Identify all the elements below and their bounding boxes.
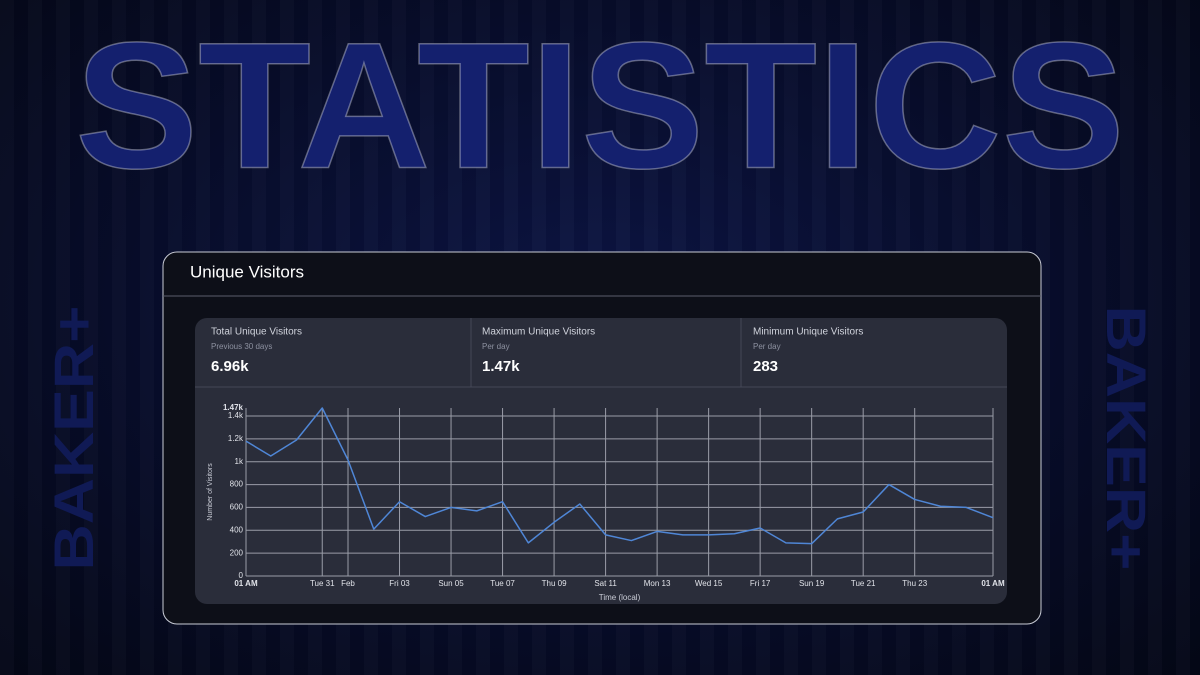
stat-label: Minimum Unique Visitors (753, 327, 863, 338)
data-line (245, 407, 994, 545)
x-tick-label: Sat 11 (594, 579, 617, 588)
x-tick-label: Mon 13 (644, 579, 671, 588)
y-tick-label: 0 (239, 571, 244, 580)
stat-value: 6.96k (211, 358, 249, 375)
x-tick-label: Wed 15 (695, 579, 723, 588)
x-tick-label: Thu 23 (902, 579, 927, 588)
y-tick-label: 1.4k (228, 411, 244, 420)
x-tick-label: Tue 07 (490, 579, 515, 588)
y-tick-label: 1k (235, 457, 244, 466)
stat-label: Maximum Unique Visitors (482, 327, 595, 338)
x-tick-label: Tue 31 (310, 579, 335, 588)
x-tick-label: Feb (341, 579, 355, 588)
stat-value: 283 (753, 358, 778, 375)
stat-sublabel: Per day (482, 342, 510, 351)
card-title: Unique Visitors (190, 262, 304, 281)
x-tick-label: Sun 19 (799, 579, 825, 588)
big-title: STATISTICS (75, 6, 1125, 207)
brand-left: BAKER+ (42, 306, 105, 571)
y-tick-label: 200 (230, 548, 244, 557)
y-tick-label: 800 (230, 480, 244, 489)
x-tick-label: 01 AM (981, 579, 1005, 588)
stat-sublabel: Previous 30 days (211, 342, 272, 351)
x-tick-label: Fri 17 (750, 579, 771, 588)
y-tick-label: 1.47k (223, 403, 244, 412)
chart: 0 200 400 600 800 1k 1.2k 1.4k1.47k 01 AM Tue 31 F… (207, 403, 1005, 602)
brand-right: BAKER+ (1095, 306, 1158, 571)
x-tick-label: Thu 09 (542, 579, 567, 588)
y-tick-label: 600 (230, 503, 244, 512)
x-tick-label: 01 AM (234, 579, 258, 588)
y-axis-title: Number of Visitors (207, 463, 214, 521)
x-axis-title: Time (local) (599, 593, 641, 602)
stat-sublabel: Per day (753, 342, 781, 351)
stat-label: Total Unique Visitors (211, 327, 302, 338)
x-tick-label: Fri 03 (389, 579, 410, 588)
y-tick-label: 400 (230, 525, 244, 534)
x-tick-label: Sun 05 (438, 579, 464, 588)
stats: Total Unique Visitors Previous 30 days 6.9… (211, 327, 863, 375)
stat-value: 1.47k (482, 358, 520, 375)
panel (195, 318, 1007, 604)
x-tick-label: Tue 21 (851, 579, 876, 588)
y-tick-label: 1.2k (228, 434, 244, 443)
